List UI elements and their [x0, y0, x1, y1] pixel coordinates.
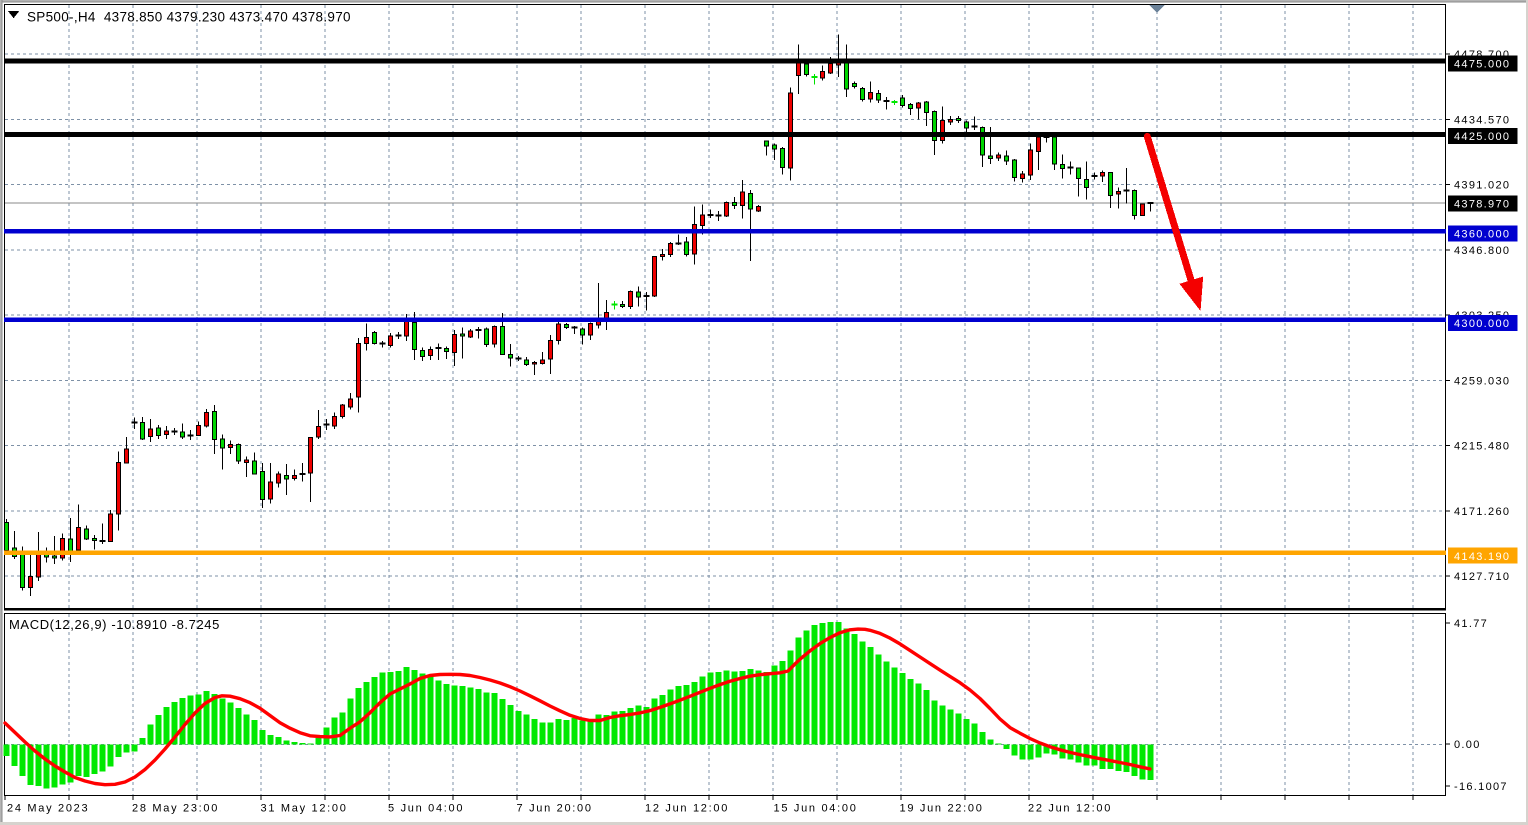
svg-text:12 Jun 12:00: 12 Jun 12:00	[645, 803, 729, 815]
svg-text:19 Jun 22:00: 19 Jun 22:00	[900, 803, 984, 815]
svg-text:22 Jun 12:00: 22 Jun 12:00	[1028, 803, 1112, 815]
svg-text:31 May 12:00: 31 May 12:00	[261, 803, 348, 815]
svg-text:4391.020: 4391.020	[1454, 180, 1510, 192]
svg-text:4300.000: 4300.000	[1454, 318, 1510, 330]
svg-text:4171.260: 4171.260	[1454, 506, 1510, 518]
svg-text:28 May 23:00: 28 May 23:00	[132, 803, 219, 815]
svg-text:4143.190: 4143.190	[1454, 551, 1510, 563]
svg-text:4259.030: 4259.030	[1454, 375, 1510, 387]
svg-text:MACD(12,26,9) -10.8910 -8.7245: MACD(12,26,9) -10.8910 -8.7245	[9, 617, 220, 632]
svg-text:SP500-,H4 4378.850 4379.230 4: SP500-,H4 4378.850 4379.230 4373.470 437…	[27, 10, 351, 25]
svg-text:4425.000: 4425.000	[1454, 131, 1510, 143]
svg-text:4360.000: 4360.000	[1454, 229, 1510, 241]
svg-text:7 Jun 20:00: 7 Jun 20:00	[517, 803, 593, 815]
svg-text:-16.1007: -16.1007	[1454, 781, 1508, 793]
svg-text:0.00: 0.00	[1454, 739, 1481, 751]
svg-text:15 Jun 04:00: 15 Jun 04:00	[774, 803, 858, 815]
svg-text:4127.710: 4127.710	[1454, 571, 1510, 583]
svg-text:4475.000: 4475.000	[1454, 59, 1510, 71]
svg-text:4378.970: 4378.970	[1454, 199, 1510, 211]
svg-text:41.77: 41.77	[1454, 618, 1488, 630]
svg-text:4434.570: 4434.570	[1454, 114, 1510, 126]
svg-text:4215.480: 4215.480	[1454, 441, 1510, 453]
svg-text:24 May 2023: 24 May 2023	[7, 803, 89, 815]
svg-text:5 Jun 04:00: 5 Jun 04:00	[388, 803, 464, 815]
svg-text:4346.800: 4346.800	[1454, 245, 1510, 257]
